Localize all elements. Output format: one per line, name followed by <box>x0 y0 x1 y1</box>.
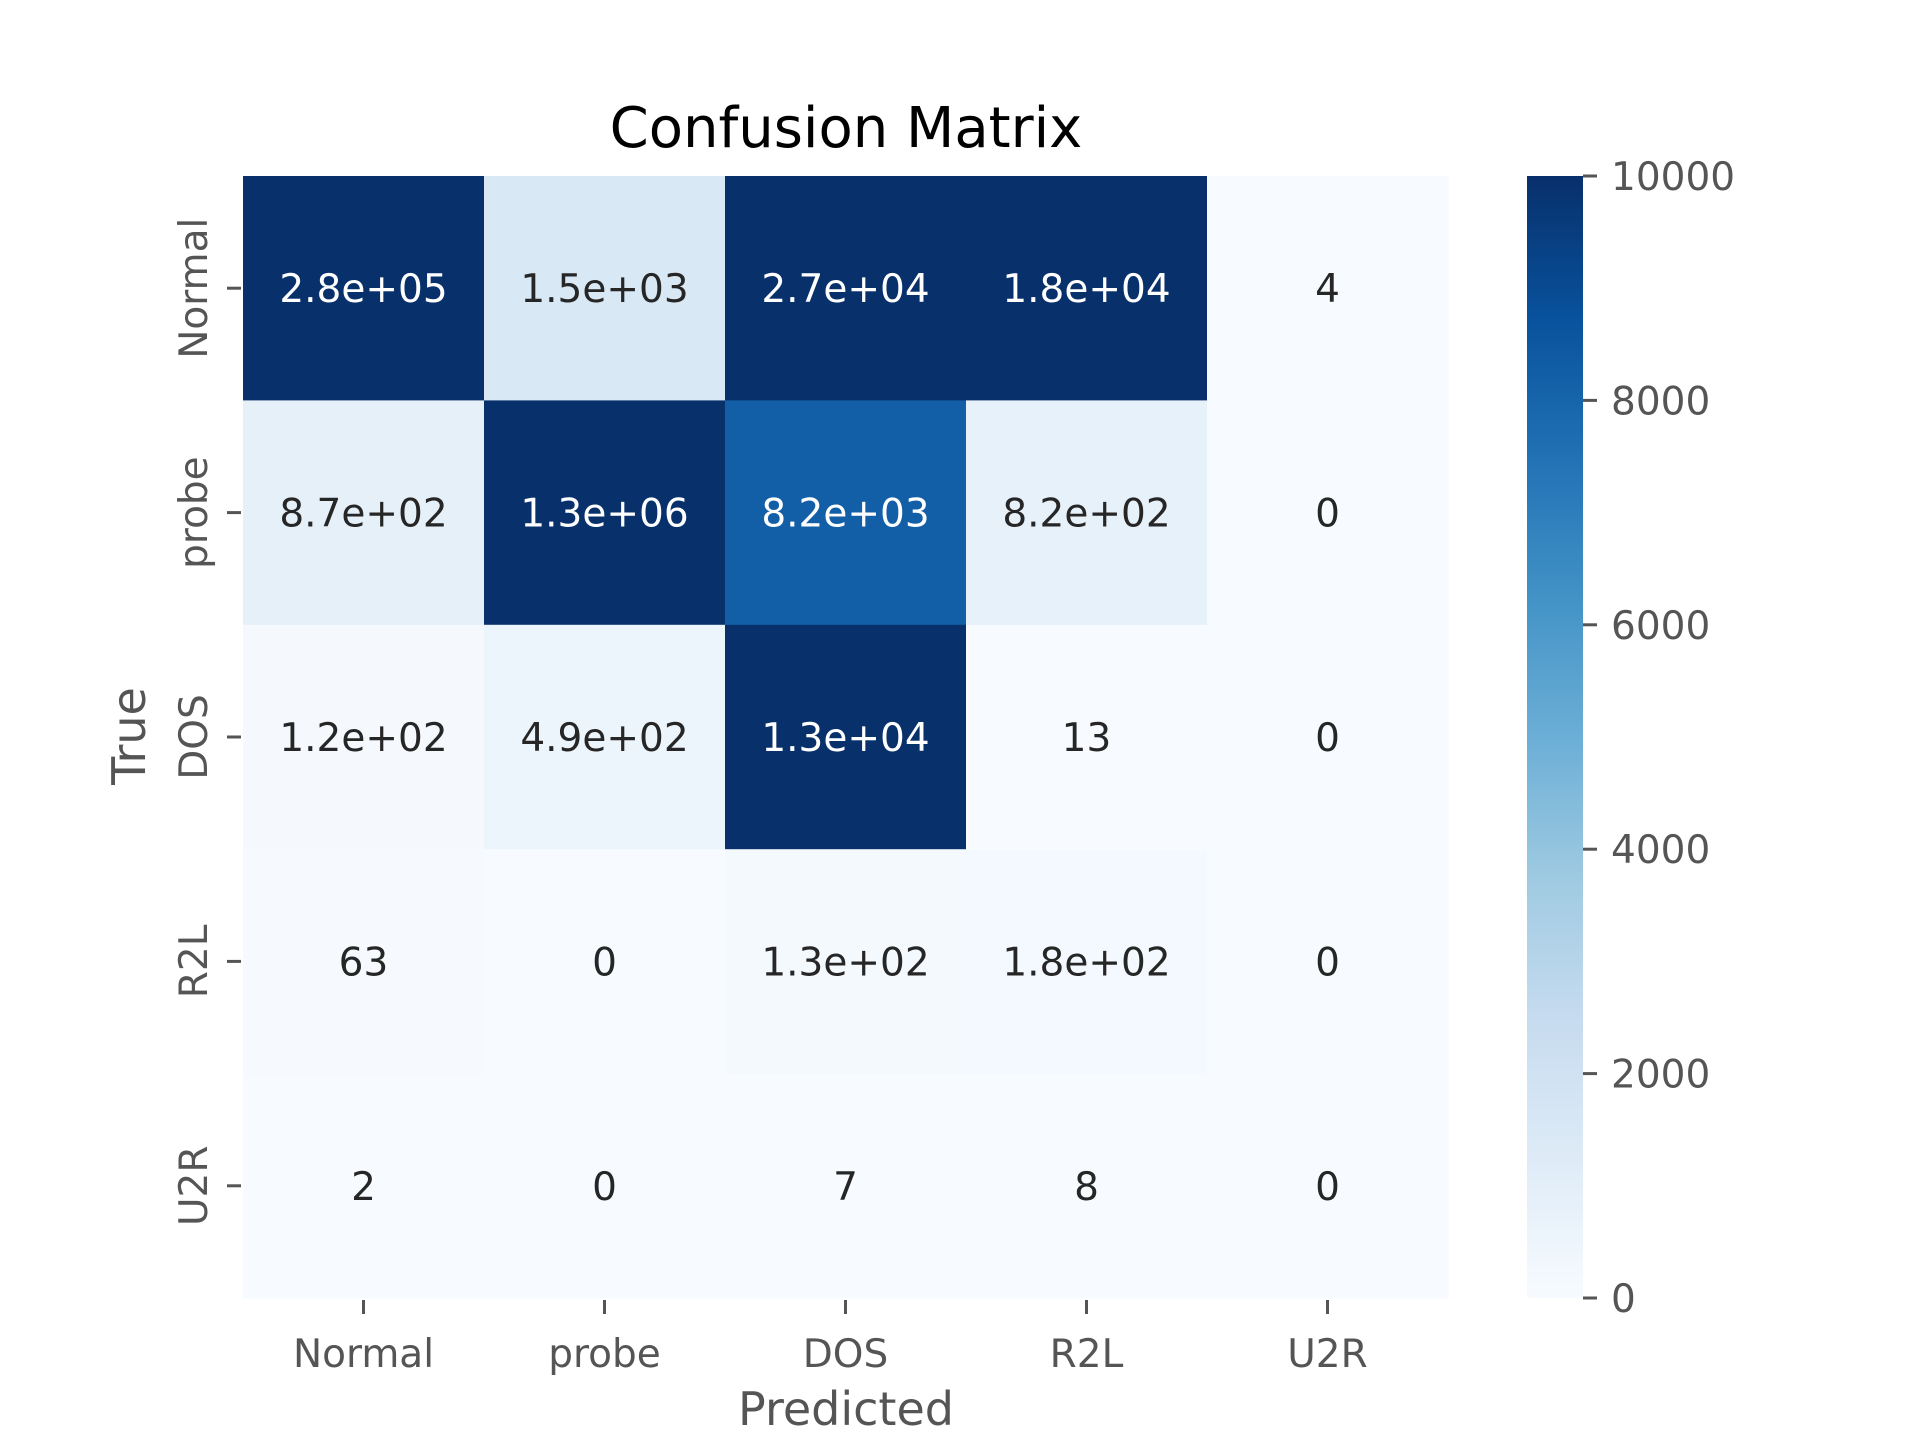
heatmap-cell <box>243 176 485 401</box>
colorbar: 0 2000 4000 6000 8000 10000 <box>1527 155 1735 1322</box>
heatmap-cell <box>966 1073 1208 1299</box>
cell-value-label: 8.2e+02 <box>1002 492 1170 537</box>
cell-value-label: 1.3e+04 <box>761 716 929 761</box>
y-tick-label: R2L <box>172 924 217 998</box>
cell-value-label: 8.2e+03 <box>761 492 929 537</box>
cell-value-label: 4.9e+02 <box>520 716 688 761</box>
cell-value-label: 2 <box>351 1165 376 1210</box>
y-tick-label: Normal <box>172 218 217 359</box>
heatmap-cell <box>1207 400 1449 626</box>
heatmap-cell <box>725 624 967 850</box>
heatmap-cell <box>966 400 1208 626</box>
heatmap-cell <box>243 1073 485 1299</box>
heatmap-cell <box>966 849 1208 1075</box>
heatmap-cell <box>725 400 967 626</box>
x-tick-label: probe <box>548 1332 661 1377</box>
x-tick-label: Normal <box>293 1332 434 1377</box>
colorbar-tick-label: 6000 <box>1611 604 1710 649</box>
heatmap-cell <box>484 1073 726 1299</box>
heatmap-cell <box>243 849 485 1075</box>
x-axis: Normal probe DOS R2L U2R <box>293 1300 1368 1377</box>
y-axis-label: True <box>102 687 156 786</box>
cell-value-label: 1.2e+02 <box>279 716 447 761</box>
cell-value-label: 1.8e+04 <box>1002 267 1170 312</box>
heatmap-cell <box>725 176 967 401</box>
heatmap-cells <box>243 176 1449 1299</box>
heatmap-cell <box>966 624 1208 850</box>
heatmap-cell <box>1207 624 1449 850</box>
cell-value-label: 2.7e+04 <box>761 267 929 312</box>
cell-value-label: 8 <box>1074 1165 1099 1210</box>
y-axis: Normal probe DOS R2L U2R <box>172 218 241 1226</box>
cell-value-label: 63 <box>339 940 389 985</box>
y-tick-label: probe <box>172 456 217 569</box>
colorbar-ticks: 0 2000 4000 6000 8000 10000 <box>1583 155 1735 1322</box>
cell-value-label: 1.3e+02 <box>761 940 929 985</box>
cell-value-label: 0 <box>592 940 617 985</box>
colorbar-tick-label: 8000 <box>1611 379 1710 424</box>
heatmap-cell <box>725 1073 967 1299</box>
heatmap-cell <box>1207 849 1449 1075</box>
x-axis-label: Predicted <box>738 1382 954 1436</box>
cell-value-label: 0 <box>1315 492 1340 537</box>
x-tick-label: DOS <box>803 1332 888 1377</box>
heatmap-cell <box>484 624 726 850</box>
y-tick-label: U2R <box>172 1146 217 1226</box>
heatmap-cell <box>484 176 726 401</box>
cell-value-label: 0 <box>592 1165 617 1210</box>
cell-value-label: 13 <box>1062 716 1112 761</box>
cell-labels: 2.8e+05 1.5e+03 2.7e+04 1.8e+04 4 8.7e+02 1.3e… <box>279 267 1340 1210</box>
heatmap-cell <box>243 400 485 626</box>
cell-value-label: 1.5e+03 <box>520 267 688 312</box>
cell-value-label: 8.7e+02 <box>279 492 447 537</box>
x-tick-label: R2L <box>1050 1332 1124 1377</box>
heatmap-cell <box>484 400 726 626</box>
colorbar-tick-label: 4000 <box>1611 828 1710 873</box>
colorbar-tick-label: 10000 <box>1611 155 1735 200</box>
x-tick-label: U2R <box>1287 1332 1367 1377</box>
heatmap-cell <box>243 624 485 850</box>
y-tick-label: DOS <box>172 694 217 779</box>
cell-value-label: 1.3e+06 <box>520 492 688 537</box>
cell-value-label: 0 <box>1315 940 1340 985</box>
cell-value-label: 1.8e+02 <box>1002 940 1170 985</box>
cell-value-label: 0 <box>1315 1165 1340 1210</box>
heatmap-cell <box>1207 1073 1449 1299</box>
cell-value-label: 0 <box>1315 716 1340 761</box>
heatmap-cell <box>966 176 1208 401</box>
heatmap-cell <box>725 849 967 1075</box>
chart-title: Confusion Matrix <box>610 96 1083 161</box>
heatmap-cell <box>1207 176 1449 401</box>
colorbar-gradient <box>1527 176 1583 1298</box>
cell-value-label: 4 <box>1315 267 1340 312</box>
cell-value-label: 7 <box>833 1165 858 1210</box>
colorbar-tick-label: 0 <box>1611 1277 1636 1322</box>
colorbar-tick-label: 2000 <box>1611 1053 1710 1098</box>
cell-value-label: 2.8e+05 <box>279 267 447 312</box>
heatmap-cell <box>484 849 726 1075</box>
